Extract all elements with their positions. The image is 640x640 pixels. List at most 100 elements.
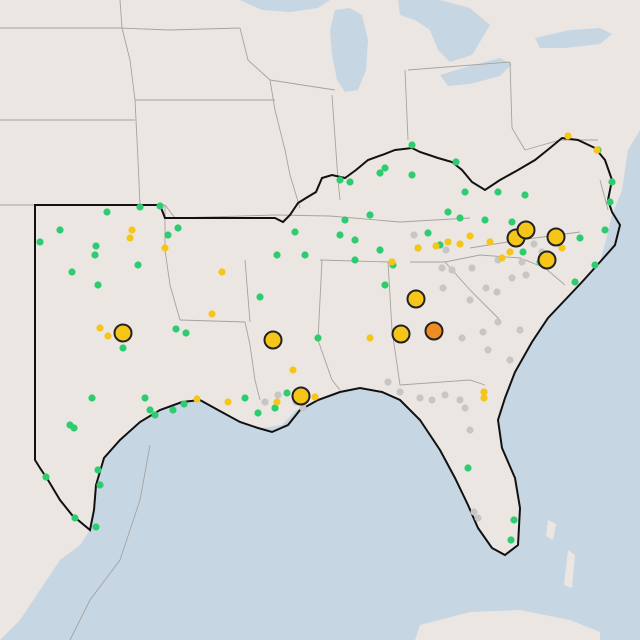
yellow-dot-marker[interactable]: [126, 234, 134, 242]
green-dot-marker[interactable]: [452, 158, 460, 166]
green-dot-marker[interactable]: [68, 268, 76, 276]
green-dot-marker[interactable]: [151, 411, 159, 419]
green-dot-marker[interactable]: [134, 261, 142, 269]
gray-dot-marker[interactable]: [506, 356, 514, 364]
yellow-dot-marker[interactable]: [218, 268, 226, 276]
gray-dot-marker[interactable]: [530, 240, 538, 248]
green-dot-marker[interactable]: [510, 516, 518, 524]
gray-dot-marker[interactable]: [482, 284, 490, 292]
yellow-dot-marker[interactable]: [128, 226, 136, 234]
yellow-dot-marker[interactable]: [104, 332, 112, 340]
yellow-dot-marker[interactable]: [432, 242, 440, 250]
green-dot-marker[interactable]: [461, 188, 469, 196]
gray-dot-marker[interactable]: [484, 346, 492, 354]
gray-dot-marker[interactable]: [493, 288, 501, 296]
green-dot-marker[interactable]: [521, 191, 529, 199]
green-dot-marker[interactable]: [254, 409, 262, 417]
green-dot-marker[interactable]: [92, 242, 100, 250]
green-dot-marker[interactable]: [376, 169, 384, 177]
large-yellow-circle-marker[interactable]: [263, 330, 283, 350]
gray-dot-marker[interactable]: [274, 391, 282, 399]
gray-dot-marker[interactable]: [466, 296, 474, 304]
yellow-dot-marker[interactable]: [498, 254, 506, 262]
large-yellow-circle-marker[interactable]: [113, 323, 133, 343]
gray-dot-marker[interactable]: [474, 514, 482, 522]
gray-dot-marker[interactable]: [494, 318, 502, 326]
yellow-dot-marker[interactable]: [208, 310, 216, 318]
gray-dot-marker[interactable]: [438, 264, 446, 272]
green-dot-marker[interactable]: [141, 394, 149, 402]
green-dot-marker[interactable]: [408, 171, 416, 179]
green-dot-marker[interactable]: [92, 523, 100, 531]
green-dot-marker[interactable]: [481, 216, 489, 224]
green-dot-marker[interactable]: [456, 214, 464, 222]
yellow-dot-marker[interactable]: [593, 146, 601, 154]
yellow-dot-marker[interactable]: [480, 394, 488, 402]
green-dot-marker[interactable]: [273, 251, 281, 259]
yellow-dot-marker[interactable]: [444, 238, 452, 246]
green-dot-marker[interactable]: [341, 216, 349, 224]
large-yellow-circle-marker[interactable]: [516, 220, 536, 240]
gray-dot-marker[interactable]: [458, 334, 466, 342]
green-dot-marker[interactable]: [88, 394, 96, 402]
green-dot-marker[interactable]: [336, 231, 344, 239]
green-dot-marker[interactable]: [408, 141, 416, 149]
yellow-dot-marker[interactable]: [224, 398, 232, 406]
green-dot-marker[interactable]: [71, 514, 79, 522]
green-dot-marker[interactable]: [146, 406, 154, 414]
green-dot-marker[interactable]: [180, 400, 188, 408]
green-dot-marker[interactable]: [494, 188, 502, 196]
gray-dot-marker[interactable]: [479, 328, 487, 336]
yellow-dot-marker[interactable]: [506, 248, 514, 256]
green-dot-marker[interactable]: [94, 466, 102, 474]
large-orange-circle-marker[interactable]: [424, 321, 444, 341]
green-dot-marker[interactable]: [241, 394, 249, 402]
green-dot-marker[interactable]: [314, 334, 322, 342]
gray-dot-marker[interactable]: [439, 284, 447, 292]
gray-dot-marker[interactable]: [466, 426, 474, 434]
gray-dot-marker[interactable]: [416, 394, 424, 402]
yellow-dot-marker[interactable]: [414, 244, 422, 252]
yellow-dot-marker[interactable]: [486, 238, 494, 246]
yellow-dot-marker[interactable]: [311, 393, 319, 401]
gray-dot-marker[interactable]: [518, 258, 526, 266]
large-yellow-circle-marker[interactable]: [537, 250, 557, 270]
green-dot-marker[interactable]: [291, 228, 299, 236]
green-dot-marker[interactable]: [42, 473, 50, 481]
green-dot-marker[interactable]: [376, 246, 384, 254]
yellow-dot-marker[interactable]: [480, 388, 488, 396]
gray-dot-marker[interactable]: [442, 246, 450, 254]
green-dot-marker[interactable]: [301, 251, 309, 259]
large-yellow-circle-marker[interactable]: [406, 289, 426, 309]
green-dot-marker[interactable]: [346, 178, 354, 186]
green-dot-marker[interactable]: [351, 236, 359, 244]
green-dot-marker[interactable]: [601, 226, 609, 234]
gray-dot-marker[interactable]: [396, 388, 404, 396]
green-dot-marker[interactable]: [169, 406, 177, 414]
green-dot-marker[interactable]: [507, 536, 515, 544]
yellow-dot-marker[interactable]: [366, 334, 374, 342]
green-dot-marker[interactable]: [519, 248, 527, 256]
green-dot-marker[interactable]: [608, 178, 616, 186]
yellow-dot-marker[interactable]: [193, 395, 201, 403]
yellow-dot-marker[interactable]: [558, 244, 566, 252]
green-dot-marker[interactable]: [172, 325, 180, 333]
green-dot-marker[interactable]: [91, 251, 99, 259]
green-dot-marker[interactable]: [103, 208, 111, 216]
green-dot-marker[interactable]: [94, 281, 102, 289]
gray-dot-marker[interactable]: [522, 271, 530, 279]
green-dot-marker[interactable]: [56, 226, 64, 234]
yellow-dot-marker[interactable]: [388, 258, 396, 266]
green-dot-marker[interactable]: [119, 344, 127, 352]
gray-dot-marker[interactable]: [261, 398, 269, 406]
gray-dot-marker[interactable]: [428, 396, 436, 404]
green-dot-marker[interactable]: [381, 164, 389, 172]
green-dot-marker[interactable]: [351, 256, 359, 264]
gray-dot-marker[interactable]: [456, 396, 464, 404]
green-dot-marker[interactable]: [571, 278, 579, 286]
green-dot-marker[interactable]: [136, 203, 144, 211]
green-dot-marker[interactable]: [174, 224, 182, 232]
green-dot-marker[interactable]: [606, 198, 614, 206]
green-dot-marker[interactable]: [366, 211, 374, 219]
